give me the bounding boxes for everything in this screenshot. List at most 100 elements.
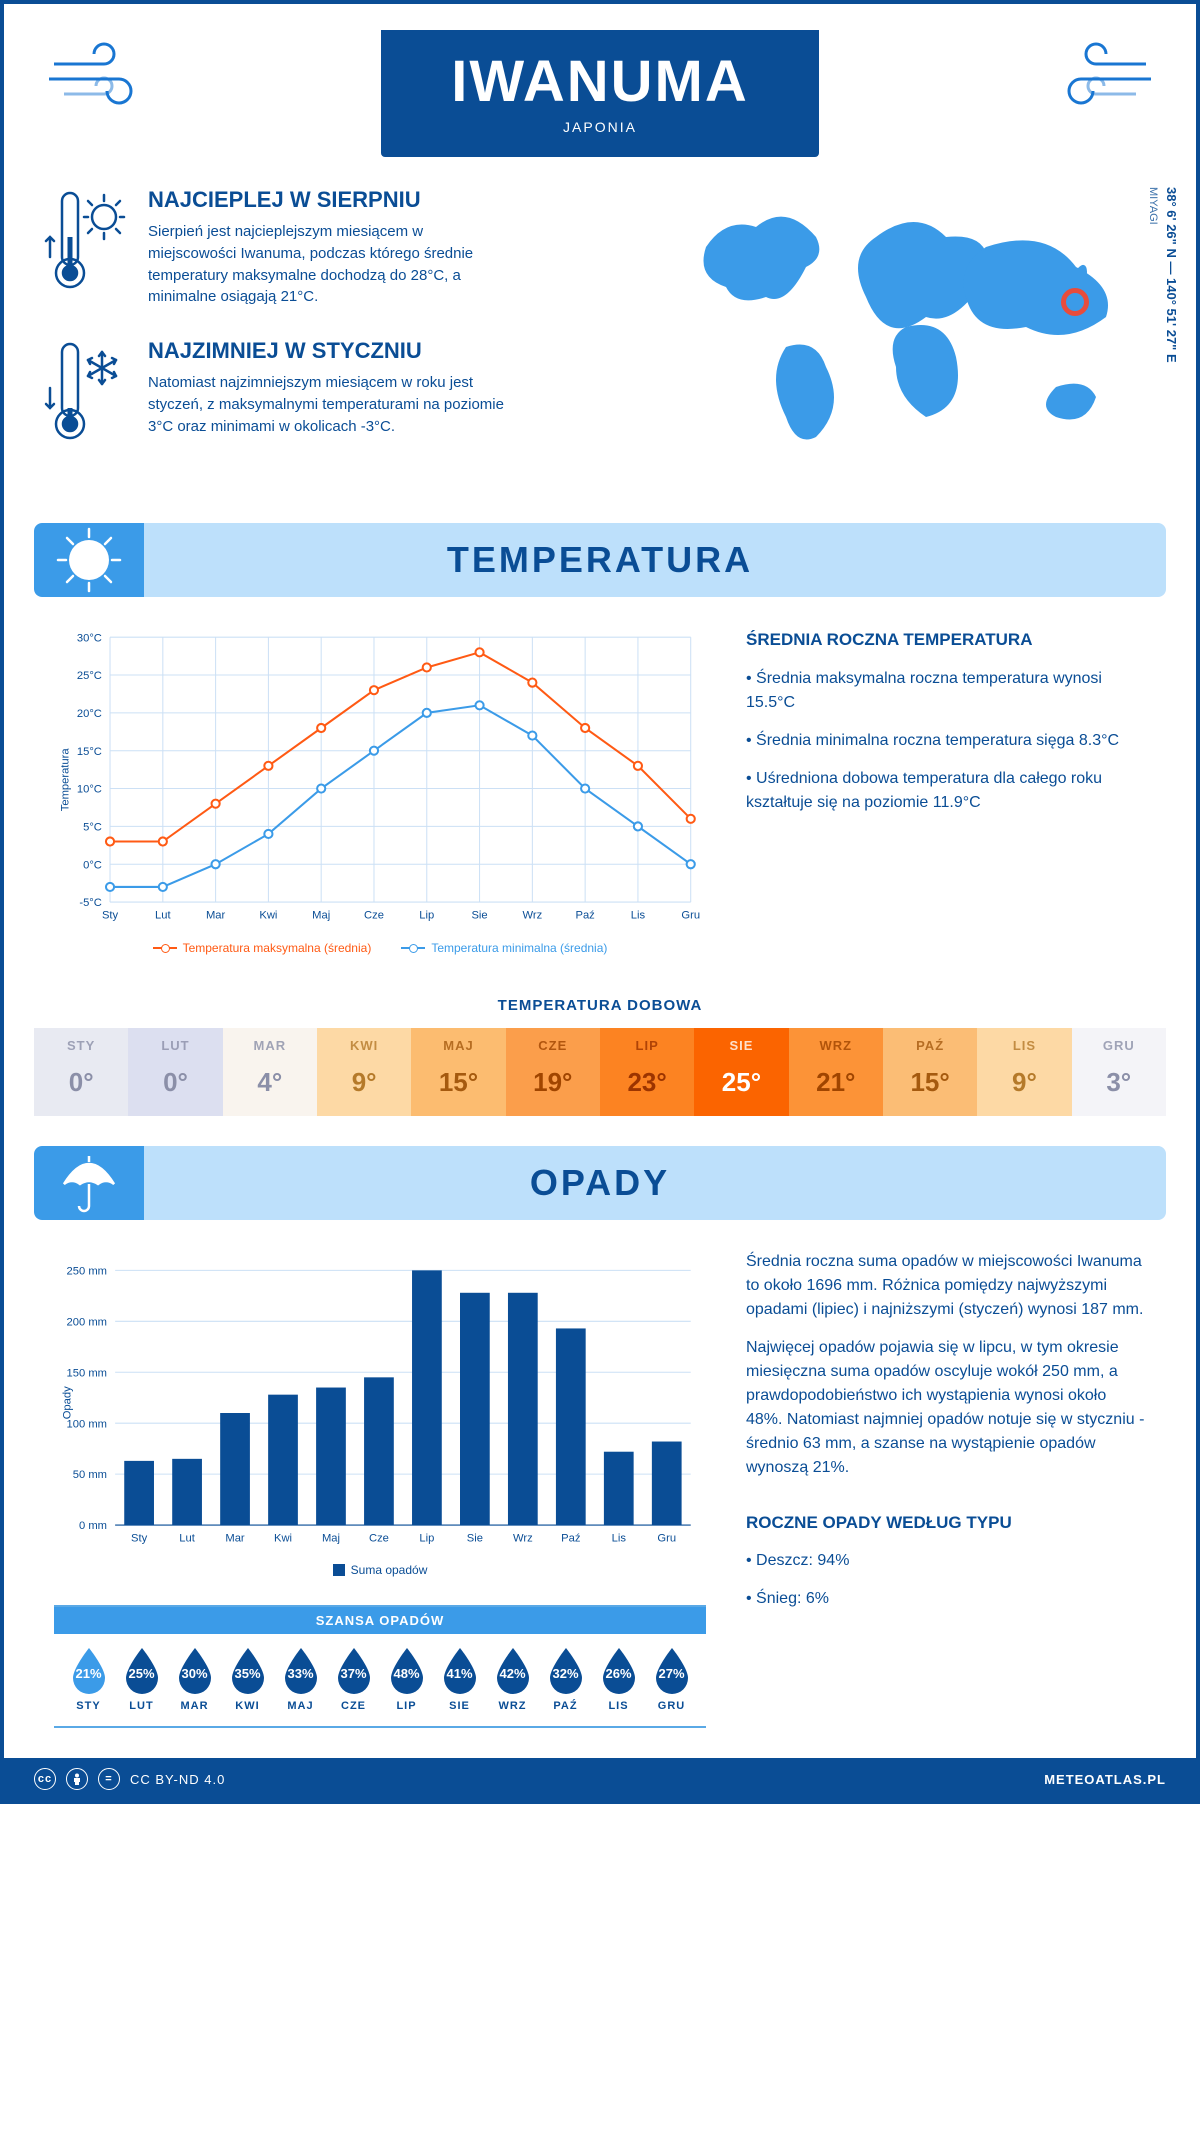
svg-text:250 mm: 250 mm	[67, 1265, 107, 1277]
svg-text:Kwi: Kwi	[274, 1532, 292, 1544]
svg-text:Cze: Cze	[369, 1532, 389, 1544]
svg-text:Mar: Mar	[206, 909, 226, 921]
svg-text:Sie: Sie	[467, 1532, 483, 1544]
svg-text:Gru: Gru	[681, 909, 700, 921]
wind-icon-left	[44, 34, 184, 114]
svg-text:Paź: Paź	[561, 1532, 581, 1544]
hot-title: NAJCIEPLEJ W SIERPNIU	[148, 187, 508, 213]
rain-bar-chart: 0 mm 50 mm 100 mm 150 mm 200 mm 250 mm Opady St…	[54, 1250, 706, 1729]
nd-icon: =	[98, 1768, 120, 1790]
rain-chance-drop: 42%WRZ	[488, 1646, 537, 1712]
map-marker-icon	[1061, 288, 1089, 316]
coordinates-text: 38° 6' 26" N — 140° 51' 27" E MIYAGI	[1144, 187, 1180, 363]
svg-text:Opady: Opady	[61, 1386, 73, 1419]
title-banner: IWANUMA JAPONIA	[381, 30, 819, 157]
svg-text:Gru: Gru	[657, 1532, 676, 1544]
svg-text:30°C: 30°C	[77, 632, 102, 644]
world-map-icon	[656, 187, 1156, 467]
temperature-side-text: ŚREDNIA ROCZNA TEMPERATURA • Średnia mak…	[746, 627, 1146, 963]
sun-icon	[34, 523, 144, 597]
heatmap-cell: LUT0°	[128, 1028, 222, 1116]
heatmap-cell: LIS9°	[977, 1028, 1071, 1116]
country-subtitle: JAPONIA	[451, 119, 749, 135]
heatmap-cell: MAJ15°	[411, 1028, 505, 1116]
heatmap-cell: KWI9°	[317, 1028, 411, 1116]
svg-text:Lis: Lis	[612, 1532, 627, 1544]
rain-chance-box: SZANSA OPADÓW 21%STY25%LUT30%MAR35%KWI33…	[54, 1605, 706, 1728]
svg-text:Kwi: Kwi	[259, 909, 277, 921]
rain-chance-drop: 26%LIS	[594, 1646, 643, 1712]
rain-chart-row: 0 mm 50 mm 100 mm 150 mm 200 mm 250 mm Opady St…	[4, 1220, 1196, 1739]
svg-text:10°C: 10°C	[77, 784, 102, 796]
temperature-section-header: TEMPERATURA	[34, 523, 1166, 597]
svg-text:25°C: 25°C	[77, 670, 102, 682]
heatmap-cell: PAŹ15°	[883, 1028, 977, 1116]
rain-type-title: ROCZNE OPADY WEDŁUG TYPU	[746, 1510, 1146, 1536]
hot-block: NAJCIEPLEJ W SIERPNIU Sierpień jest najc…	[24, 187, 626, 308]
temperature-line-chart: -5°C0°C5°C10°C15°C20°C25°C30°CStyLutMarK…	[54, 627, 706, 963]
rain-chance-drop: 33%MAJ	[276, 1646, 325, 1712]
header: IWANUMA JAPONIA	[4, 4, 1196, 157]
svg-text:Sie: Sie	[471, 909, 487, 921]
heatmap-cell: LIP23°	[600, 1028, 694, 1116]
thermometer-cold-icon	[44, 338, 130, 453]
cc-icon: cc	[34, 1768, 56, 1790]
by-icon	[66, 1768, 88, 1790]
rain-chance-drop: 21%STY	[64, 1646, 113, 1712]
svg-text:Lut: Lut	[155, 909, 171, 921]
heatmap-cell: SIE25°	[694, 1028, 788, 1116]
svg-text:Sty: Sty	[131, 1532, 148, 1544]
rain-chance-drops: 21%STY25%LUT30%MAR35%KWI33%MAJ37%CZE48%L…	[54, 1634, 706, 1716]
cold-block: NAJZIMNIEJ W STYCZNIU Natomiast najzimni…	[24, 338, 626, 453]
footer: cc = CC BY-ND 4.0 METEOATLAS.PL	[4, 1758, 1196, 1800]
rain-chance-drop: 25%LUT	[117, 1646, 166, 1712]
heatmap-cell: CZE19°	[506, 1028, 600, 1116]
svg-text:Temperatura: Temperatura	[59, 748, 71, 812]
svg-text:50 mm: 50 mm	[73, 1469, 107, 1481]
temperature-chart-row: -5°C0°C5°C10°C15°C20°C25°C30°CStyLutMarK…	[4, 597, 1196, 973]
cold-title: NAJZIMNIEJ W STYCZNIU	[148, 338, 508, 364]
rain-chance-title: SZANSA OPADÓW	[54, 1607, 706, 1634]
svg-text:100 mm: 100 mm	[67, 1418, 107, 1430]
svg-text:Mar: Mar	[225, 1532, 245, 1544]
rain-side-text: Średnia roczna suma opadów w miejscowośc…	[746, 1250, 1146, 1729]
avg-temp-title: ŚREDNIA ROCZNA TEMPERATURA	[746, 627, 1146, 653]
svg-text:Maj: Maj	[322, 1532, 340, 1544]
rain-chance-drop: 48%LIP	[382, 1646, 431, 1712]
rain-title: OPADY	[530, 1162, 670, 1204]
svg-text:Wrz: Wrz	[523, 909, 543, 921]
rain-section-header: OPADY	[34, 1146, 1166, 1220]
license-block: cc = CC BY-ND 4.0	[34, 1768, 225, 1790]
heatmap-cell: MAR4°	[223, 1028, 317, 1116]
temperature-title: TEMPERATURA	[447, 539, 753, 581]
heatmap-cell: GRU3°	[1072, 1028, 1166, 1116]
svg-text:200 mm: 200 mm	[67, 1316, 107, 1328]
svg-text:Wrz: Wrz	[513, 1532, 533, 1544]
svg-text:Paź: Paź	[575, 909, 595, 921]
svg-text:Lip: Lip	[419, 909, 434, 921]
svg-text:Lut: Lut	[179, 1532, 195, 1544]
city-title: IWANUMA	[451, 48, 749, 115]
daily-temp-heatmap: STY0°LUT0°MAR4°KWI9°MAJ15°CZE19°LIP23°SI…	[34, 1028, 1166, 1116]
license-text: CC BY-ND 4.0	[130, 1772, 225, 1787]
intro-row: NAJCIEPLEJ W SIERPNIU Sierpień jest najc…	[4, 157, 1196, 513]
temperature-legend: Temperatura maksymalna (średnia) Tempera…	[54, 933, 706, 963]
svg-text:0 mm: 0 mm	[79, 1520, 107, 1532]
svg-text:Maj: Maj	[312, 909, 330, 921]
cold-text: Natomiast najzimniejszym miesiącem w rok…	[148, 372, 508, 437]
hot-text: Sierpień jest najcieplejszym miesiącem w…	[148, 221, 508, 308]
rain-chance-drop: 27%GRU	[647, 1646, 696, 1712]
svg-text:15°C: 15°C	[77, 746, 102, 758]
rain-chance-drop: 30%MAR	[170, 1646, 219, 1712]
rain-chance-drop: 35%KWI	[223, 1646, 272, 1712]
daily-temp-title: TEMPERATURA DOBOWA	[4, 997, 1196, 1014]
svg-text:-5°C: -5°C	[79, 897, 102, 909]
svg-text:150 mm: 150 mm	[67, 1367, 107, 1379]
thermometer-hot-icon	[44, 187, 130, 308]
svg-text:Lis: Lis	[631, 909, 646, 921]
heatmap-cell: STY0°	[34, 1028, 128, 1116]
heatmap-cell: WRZ21°	[789, 1028, 883, 1116]
world-map-area: 38° 6' 26" N — 140° 51' 27" E MIYAGI	[656, 187, 1156, 483]
svg-text:0°C: 0°C	[83, 859, 102, 871]
svg-text:Lip: Lip	[419, 1532, 434, 1544]
